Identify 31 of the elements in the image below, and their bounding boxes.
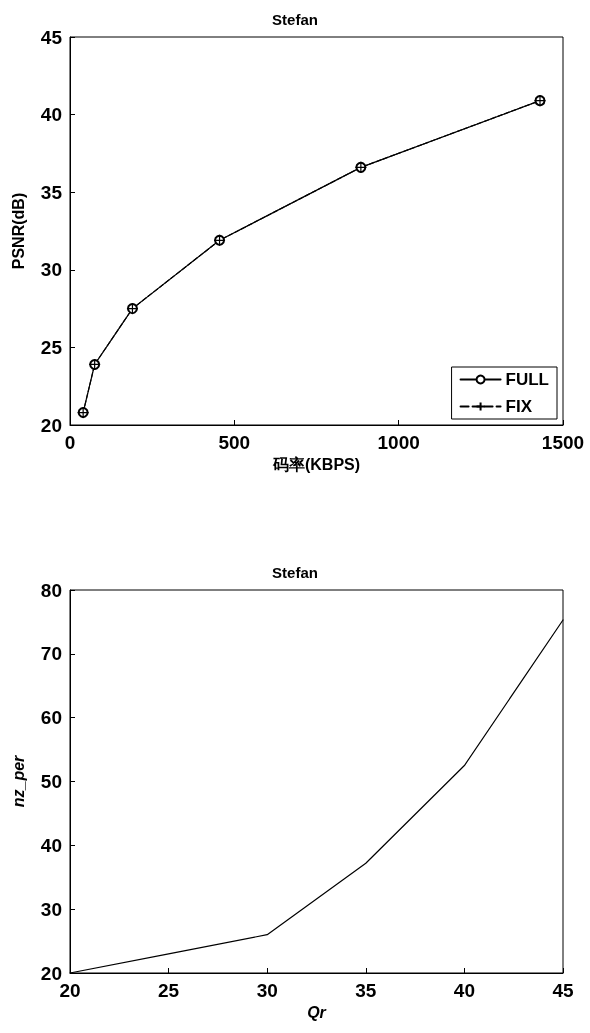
x-tick-label: 30 [256,980,278,1001]
legend-label: FIX [505,397,533,416]
legend-label: FULL [505,370,550,389]
chart-title: Stefan [272,564,318,581]
x-tick-label: 500 [218,432,251,453]
x-tick-label: 35 [355,980,377,1001]
y-tick-label: 20 [40,962,62,984]
x-axis-title: Qr [307,1004,327,1022]
y-axis-title: PSNR(dB) [9,192,27,270]
y-axis-title: nz_per [9,754,27,808]
x-tick-label: 1500 [541,432,585,453]
y-tick-label: 35 [40,181,63,203]
y-tick-label: 40 [40,834,62,856]
y-tick-label: 25 [40,336,63,358]
y-tick-label: 30 [40,898,62,920]
y-tick-label: 20 [40,414,62,436]
y-tick-label: 30 [40,259,62,281]
y-tick-label: 40 [40,104,62,126]
x-tick-label: 45 [552,980,574,1001]
x-tick-label: 25 [158,980,180,1001]
x-tick-label: 0 [64,432,76,453]
y-tick-label: 45 [40,26,63,48]
y-tick-label: 70 [40,643,62,665]
x-tick-label: 20 [59,980,81,1001]
x-axis-title: 码率(KBPS) [271,455,361,474]
x-tick-label: 1000 [377,432,420,453]
y-tick-label: 50 [40,771,62,792]
y-tick-label: 80 [40,579,62,601]
chart-title: Stefan [272,11,318,28]
y-tick-label: 60 [40,707,62,729]
x-tick-label: 40 [453,980,475,1001]
